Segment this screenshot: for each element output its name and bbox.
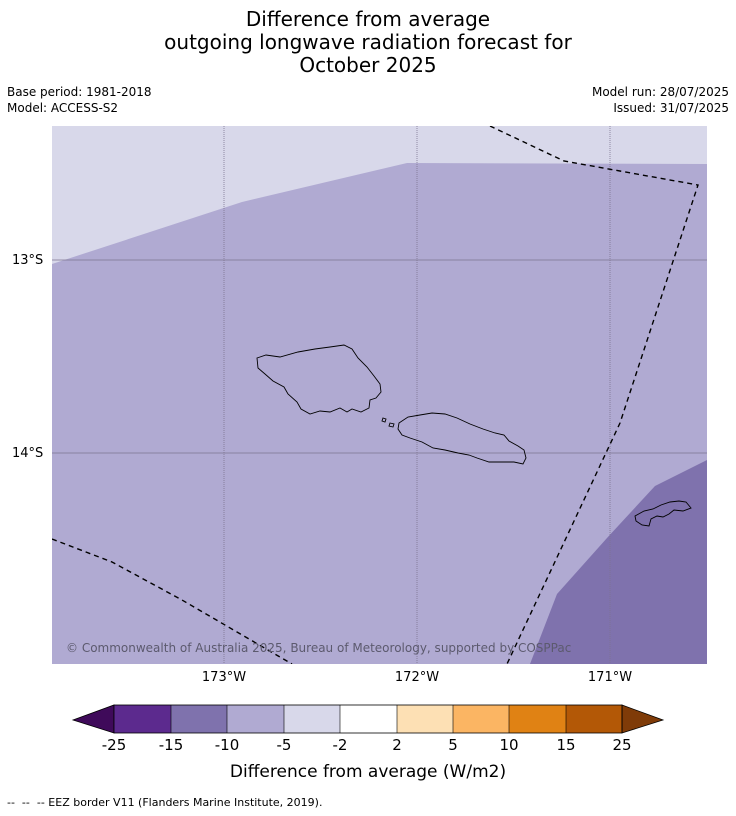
copyright-notice: © Commonwealth of Australia 2025, Bureau… <box>66 641 572 655</box>
lat-label-14s: 14°S <box>12 446 44 461</box>
colorbar-tick: 15 <box>556 736 576 754</box>
apolima-islet <box>381 417 387 423</box>
region-dark <box>530 460 707 664</box>
map-canvas <box>52 126 707 664</box>
colorbar-segment <box>453 705 509 733</box>
colorbar-tick: 5 <box>448 736 458 754</box>
lon-label-172w: 172°W <box>394 670 440 685</box>
colorbar-label: Difference from average (W/m2) <box>229 762 507 782</box>
samoa-islands <box>256 344 692 527</box>
model-run: Model run: 28/07/2025 <box>591 85 729 99</box>
colorbar-segment <box>284 705 340 733</box>
colorbar-dividers <box>170 705 567 733</box>
colorbar-tick: -15 <box>158 736 184 754</box>
savaii-island <box>256 344 382 415</box>
colorbar-tick: -5 <box>276 736 292 754</box>
base-period: Base period: 1981-2018 <box>7 85 152 99</box>
graticule <box>52 126 707 664</box>
model-name: Model: ACCESS-S2 <box>7 101 119 115</box>
lon-label-171w: 171°W <box>587 670 633 685</box>
colorbar-low-extension <box>71 704 115 734</box>
upolu-island <box>397 412 527 465</box>
title-line-3: October 2025 <box>299 53 437 77</box>
lon-label-173w: 173°W <box>201 670 247 685</box>
colorbar-segment <box>114 705 171 733</box>
colorbar-tick: 10 <box>499 736 519 754</box>
issued-date: Issued: 31/07/2025 <box>613 101 729 115</box>
meta-right: Model run: 28/07/2025 Issued: 31/07/2025 <box>592 84 729 116</box>
colorbar-tick: -10 <box>214 736 240 754</box>
eez-legend-note: -- -- -- EEZ border V11 (Flanders Marine… <box>7 796 323 809</box>
colorbar-tick: -25 <box>101 736 127 754</box>
colorbar-segment <box>397 705 453 733</box>
map-panel <box>52 126 707 664</box>
colorbar-segment <box>509 705 566 733</box>
meta-left: Base period: 1981-2018 Model: ACCESS-S2 <box>7 84 152 116</box>
region-mid <box>52 163 707 664</box>
colorbar-tick: 25 <box>612 736 632 754</box>
manono-islet <box>388 422 395 428</box>
colorbar-high-extension <box>621 704 665 734</box>
colorbar-segment <box>566 705 622 733</box>
colorbar-segment <box>171 705 227 733</box>
colorbar-outline <box>113 704 623 734</box>
colorbar-segment <box>227 705 284 733</box>
title-line-2: outgoing longwave radiation forecast for <box>164 30 572 54</box>
title-line-1: Difference from average <box>245 7 491 31</box>
tutuila-island <box>634 500 692 527</box>
colorbar-segment <box>340 705 397 733</box>
colorbar-tick: -2 <box>332 736 348 754</box>
lat-label-13s: 13°S <box>12 253 44 268</box>
colorbar-tick: 2 <box>392 736 402 754</box>
eez-border <box>52 126 699 664</box>
map-title: Difference from average outgoing longwav… <box>0 8 736 77</box>
colorbar <box>71 704 665 734</box>
